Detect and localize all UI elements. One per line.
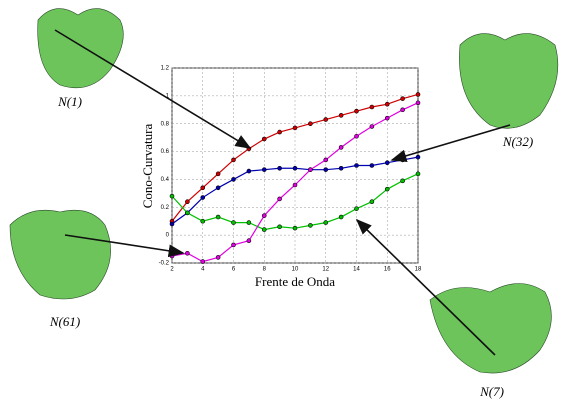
data-point xyxy=(416,101,420,105)
data-point xyxy=(216,186,220,190)
data-point xyxy=(232,158,236,162)
data-point xyxy=(324,221,328,225)
data-point xyxy=(355,164,359,168)
data-point xyxy=(370,164,374,168)
x-tick-label: 14 xyxy=(353,267,360,273)
x-tick-label: 4 xyxy=(201,267,205,273)
data-point xyxy=(247,169,251,173)
data-point xyxy=(355,109,359,113)
data-point xyxy=(293,226,297,230)
mesh-n1 xyxy=(38,9,124,88)
data-point xyxy=(170,194,174,198)
annotation: N(1) xyxy=(57,94,82,109)
data-point xyxy=(216,172,220,176)
data-point xyxy=(308,168,312,172)
data-point xyxy=(308,223,312,227)
data-point xyxy=(170,254,174,258)
y-tick-label: 0 xyxy=(166,233,170,239)
arrow xyxy=(357,220,495,355)
data-point xyxy=(401,108,405,112)
data-point xyxy=(370,105,374,109)
y-tick-label: -0.2 xyxy=(159,261,170,267)
x-tick-label: 10 xyxy=(292,267,299,273)
y-axis-label: Cono-Curvatura xyxy=(140,124,155,209)
data-point xyxy=(339,215,343,219)
data-point xyxy=(324,168,328,172)
data-point xyxy=(278,197,282,201)
data-point xyxy=(324,158,328,162)
data-point xyxy=(262,214,266,218)
data-point xyxy=(278,225,282,229)
data-point xyxy=(293,183,297,187)
data-point xyxy=(232,243,236,247)
data-point xyxy=(401,179,405,183)
data-point xyxy=(262,228,266,232)
data-point xyxy=(401,97,405,101)
data-point xyxy=(339,166,343,170)
data-point xyxy=(385,161,389,165)
data-point xyxy=(385,102,389,106)
data-point xyxy=(201,186,205,190)
data-point xyxy=(247,239,251,243)
data-point xyxy=(232,221,236,225)
data-point xyxy=(416,92,420,96)
mesh-n32 xyxy=(459,34,557,129)
data-point xyxy=(278,166,282,170)
data-point xyxy=(339,113,343,117)
data-point xyxy=(278,130,282,134)
figure: N(1) N(32) N(61) N(7) Frente de Onda Con… xyxy=(0,0,570,405)
data-point xyxy=(247,221,251,225)
annotation: N(32) xyxy=(502,134,533,149)
y-tick-label: 0.6 xyxy=(161,149,170,155)
data-point xyxy=(385,187,389,191)
x-tick-label: 16 xyxy=(384,267,391,273)
data-point xyxy=(201,260,205,264)
data-point xyxy=(216,255,220,259)
annotation: N(7) xyxy=(479,384,504,399)
data-point xyxy=(293,166,297,170)
mesh-n7 xyxy=(430,284,551,374)
data-point xyxy=(339,145,343,149)
data-point xyxy=(293,126,297,130)
data-point xyxy=(170,222,174,226)
data-point xyxy=(308,122,312,126)
y-tick-label: 1.2 xyxy=(161,66,170,72)
data-point xyxy=(185,200,189,204)
data-point xyxy=(355,207,359,211)
x-tick-label: 2 xyxy=(170,267,174,273)
mesh-n61 xyxy=(10,210,111,299)
data-point xyxy=(416,155,420,159)
data-point xyxy=(262,137,266,141)
data-point xyxy=(385,116,389,120)
x-axis-label: Frente de Onda xyxy=(255,274,335,289)
y-tick-label: 0.4 xyxy=(161,177,170,183)
data-point xyxy=(185,211,189,215)
x-tick-label: 12 xyxy=(322,267,329,273)
annotation: N(61) xyxy=(49,314,80,329)
data-point xyxy=(216,215,220,219)
data-point xyxy=(355,134,359,138)
y-tick-label: 0.2 xyxy=(161,205,170,211)
data-point xyxy=(370,200,374,204)
data-point xyxy=(324,118,328,122)
data-point xyxy=(232,177,236,181)
x-tick-label: 6 xyxy=(232,267,236,273)
data-point xyxy=(370,125,374,129)
data-point xyxy=(201,219,205,223)
data-point xyxy=(185,251,189,255)
y-tick-label: 0.8 xyxy=(161,121,170,127)
data-point xyxy=(416,172,420,176)
data-point xyxy=(262,168,266,172)
x-tick-label: 8 xyxy=(263,267,267,273)
data-point xyxy=(401,158,405,162)
data-point xyxy=(201,196,205,200)
x-tick-label: 18 xyxy=(415,267,422,273)
